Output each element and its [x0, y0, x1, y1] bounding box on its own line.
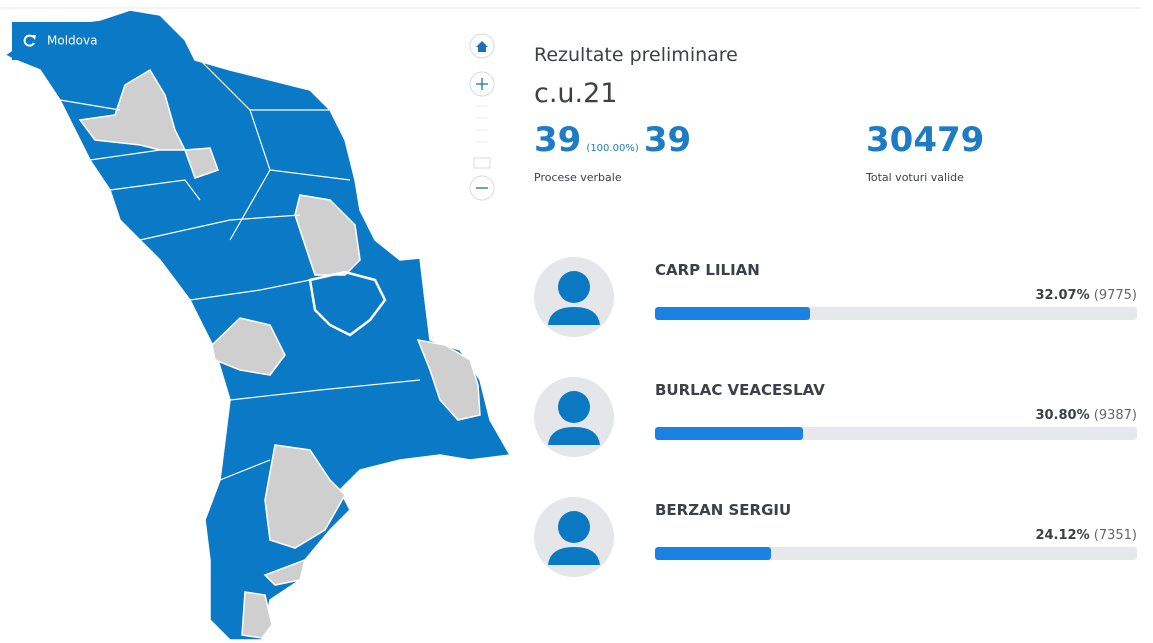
candidate-name: BURLAC VEACESLAV	[655, 381, 825, 399]
votes: (7351)	[1093, 528, 1137, 543]
zoom-handle[interactable]	[473, 157, 491, 169]
votes: (9387)	[1093, 408, 1137, 423]
avatar-icon	[548, 391, 600, 445]
zoom-track	[476, 105, 488, 143]
share-label: 30.80%	[1035, 408, 1090, 423]
candidate-result: 32.07% (9775)	[1035, 288, 1137, 303]
plus-icon	[476, 78, 488, 90]
candidate-name: BERZAN SERGIU	[655, 501, 792, 519]
candidate-result: 30.80% (9387)	[1035, 408, 1137, 423]
avatar	[534, 377, 614, 457]
processed-percent: (100.00%)	[586, 143, 639, 154]
map-button[interactable]: Moldova	[12, 22, 107, 60]
avatar-icon	[548, 511, 600, 565]
avatar	[534, 257, 614, 337]
votes: (9775)	[1093, 288, 1137, 303]
candidate-name: CARP LILIAN	[655, 261, 760, 279]
region	[241, 591, 273, 639]
map-button-bg	[12, 22, 107, 60]
zoom-controls	[469, 33, 495, 201]
valid-votes: 30479	[866, 120, 985, 160]
region-border	[308, 270, 387, 337]
refresh-icon	[23, 34, 35, 47]
home-icon	[476, 41, 488, 52]
processed-row: 39 (100.00%) 39	[534, 120, 691, 160]
region	[263, 558, 307, 586]
processed: 39	[534, 120, 582, 160]
map-button-label: Moldova	[47, 34, 97, 48]
candidate-result: 24.12% (7351)	[1035, 528, 1137, 543]
bar-track	[655, 547, 1137, 560]
region	[416, 339, 481, 421]
avatar-icon	[548, 271, 600, 325]
bar	[655, 547, 772, 560]
bar	[655, 427, 804, 440]
processed-label: Procese verbale	[534, 171, 622, 184]
region	[264, 444, 346, 549]
region	[294, 194, 361, 276]
title: Rezultate preliminare	[534, 44, 738, 66]
region	[211, 317, 286, 376]
processed-total: 39	[643, 120, 692, 160]
map[interactable]	[3, 9, 512, 641]
region	[183, 147, 219, 179]
refresh-arrow	[31, 35, 36, 40]
bar	[655, 307, 810, 320]
share-label: 32.07%	[1035, 288, 1090, 303]
region-borders	[59, 59, 421, 481]
valid-votes-label: Total voturi valide	[866, 171, 964, 184]
share-label: 24.12%	[1035, 528, 1090, 543]
subtitle: c.u.21	[534, 78, 618, 109]
avatar	[534, 497, 614, 577]
